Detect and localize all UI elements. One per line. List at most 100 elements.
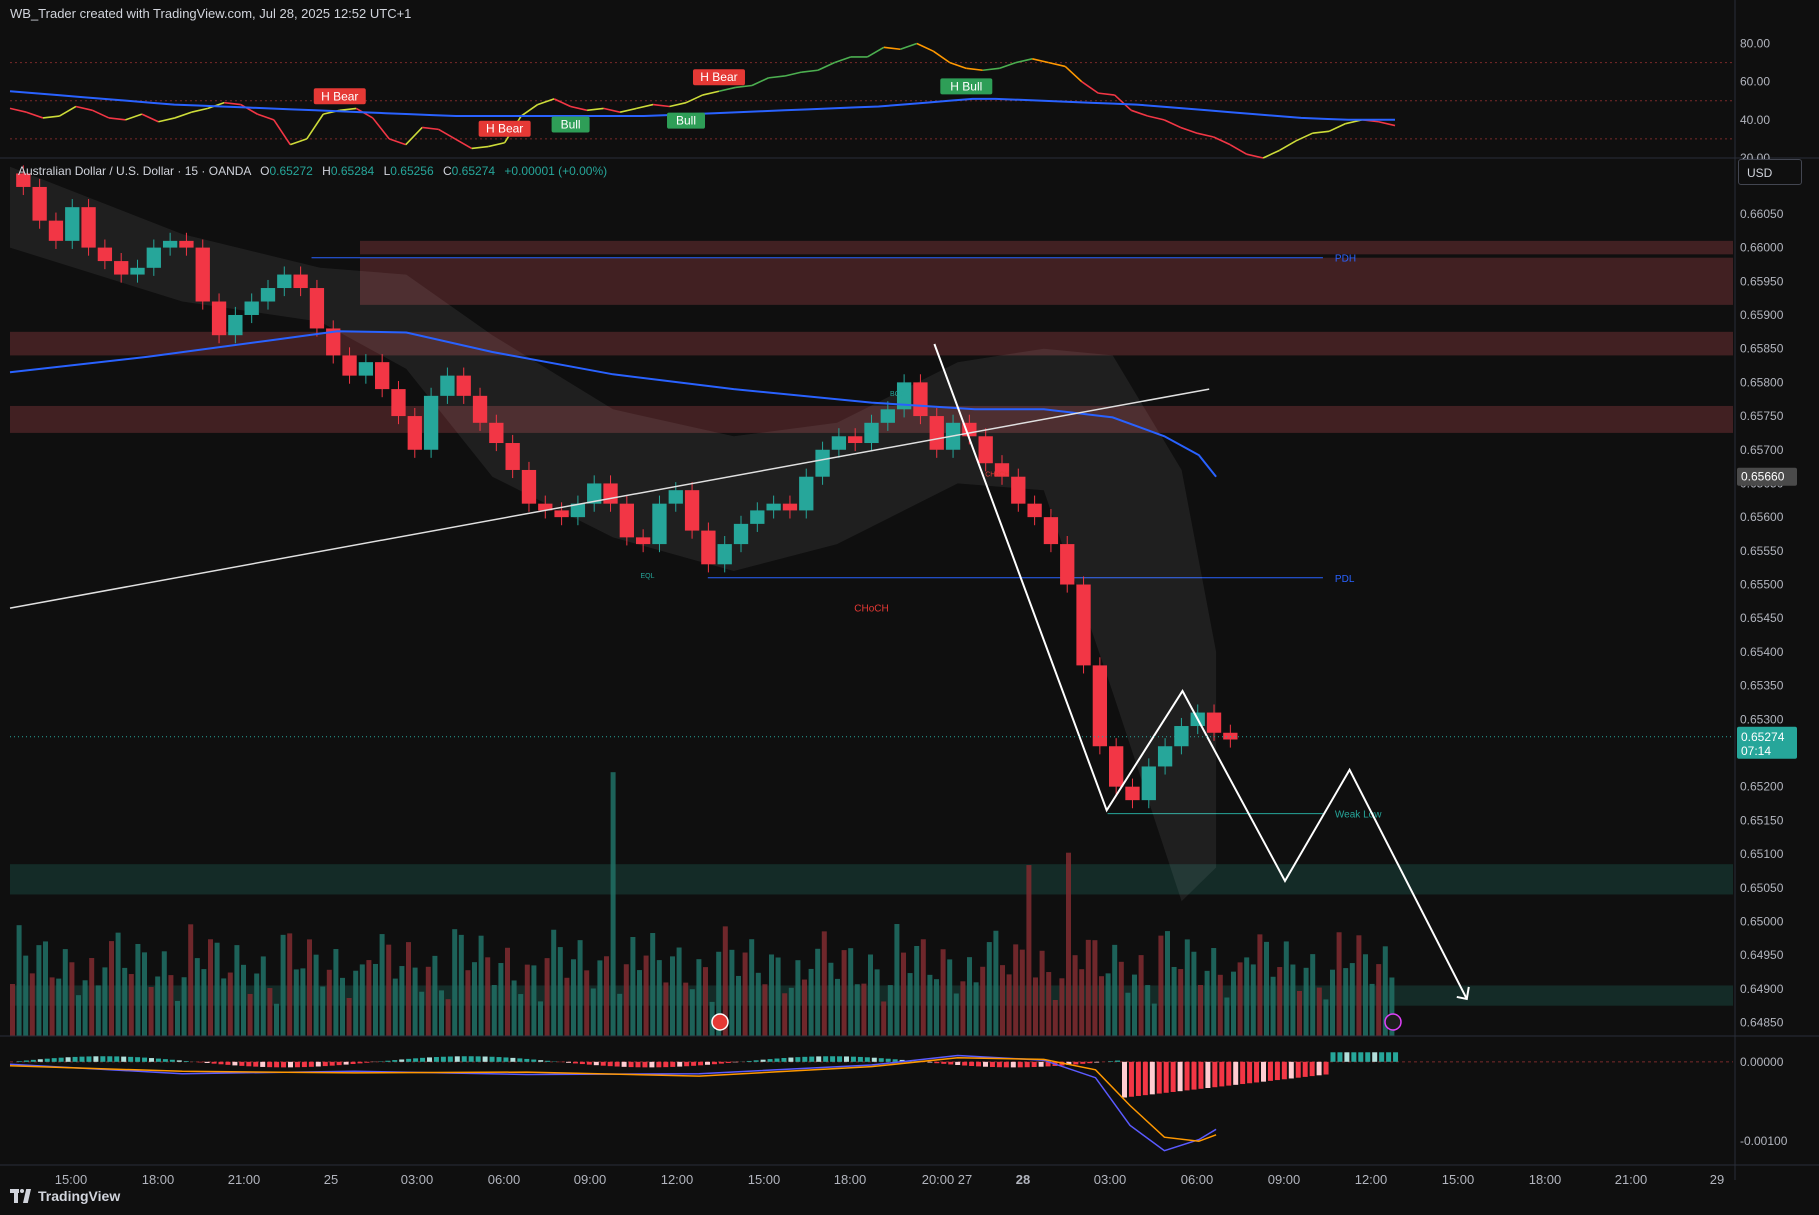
osc-segment: [1196, 132, 1214, 138]
volume-bar: [577, 940, 583, 1036]
volume-bar: [597, 960, 603, 1036]
volume-bar: [69, 962, 75, 1036]
volume-bar: [472, 962, 477, 1036]
osc-segment: [751, 77, 769, 87]
osc-segment: [273, 119, 291, 146]
volume-bar: [901, 952, 906, 1036]
osc-segment: [1114, 94, 1132, 111]
tradingview-logo-icon: [10, 1189, 32, 1203]
volume-bar: [960, 981, 966, 1036]
volume-bar: [56, 978, 62, 1036]
bear-candle: [1076, 584, 1091, 666]
macd-histogram-bar: [802, 1056, 808, 1062]
volume-bar: [1066, 852, 1071, 1036]
bear-candle: [1027, 503, 1042, 518]
bull-candle: [228, 314, 243, 336]
macd-histogram-bar: [684, 1061, 690, 1067]
macd-histogram-bar: [162, 1059, 168, 1062]
macd-histogram-bar: [433, 1057, 439, 1062]
macd-histogram-bar: [718, 1061, 724, 1064]
osc-segment: [405, 126, 423, 146]
label-box: [667, 112, 706, 129]
macd-histogram-bar: [1149, 1061, 1155, 1095]
volume-bar: [788, 987, 794, 1036]
volume-bar: [802, 979, 807, 1036]
macd-histogram-bar: [260, 1061, 266, 1067]
macd-histogram-bar: [962, 1061, 968, 1066]
macd-histogram-bar: [753, 1060, 759, 1062]
volume-bar: [1363, 954, 1368, 1036]
osc-segment: [158, 117, 176, 123]
volume-bar: [392, 978, 398, 1036]
high-value: 0.65284: [330, 164, 375, 178]
macd-histogram-bar: [1386, 1052, 1392, 1062]
label-box: [313, 88, 366, 105]
macd-histogram-bar: [1205, 1061, 1211, 1089]
currency-button[interactable]: USD: [1738, 159, 1802, 185]
macd-histogram-bar: [329, 1061, 335, 1066]
osc-segment: [1378, 120, 1396, 127]
osc-segment: [570, 105, 588, 112]
volume-bar: [736, 975, 741, 1036]
bear-candle: [684, 490, 700, 531]
volume-bar: [749, 939, 755, 1036]
osc-segment: [174, 111, 192, 119]
price-tick-label: 0.65300: [1740, 712, 1784, 726]
time-tick-label: 09:00: [574, 1172, 607, 1187]
tradingview-brand[interactable]: TradingView: [10, 1188, 120, 1204]
macd-histogram-bar: [774, 1058, 780, 1062]
volume-bar: [524, 964, 530, 1036]
countdown-badge-text: 07:14: [1741, 744, 1771, 758]
macd-histogram-bar: [1087, 1061, 1093, 1064]
symbol-name[interactable]: Australian Dollar / U.S. Dollar · 15 · O…: [18, 164, 251, 178]
macd-histogram-bar: [155, 1058, 161, 1062]
high-label: H: [322, 164, 331, 178]
volume-bar: [1019, 949, 1025, 1036]
volume-bar: [89, 958, 95, 1036]
bull-candle: [1141, 766, 1156, 801]
macd-histogram-bar: [281, 1061, 287, 1068]
volume-bar: [10, 984, 15, 1036]
volume-bar: [881, 1001, 887, 1036]
volume-bar: [927, 974, 933, 1036]
osc-segment: [487, 141, 505, 148]
bull-candle: [587, 483, 602, 504]
osc-segment: [652, 103, 670, 108]
macd-histogram-bar: [308, 1061, 314, 1067]
macd-histogram-bar: [1226, 1061, 1232, 1086]
volume-bar: [656, 960, 662, 1036]
label-box: [940, 78, 993, 95]
volume-bar: [617, 993, 623, 1036]
macd-histogram-bar: [1156, 1061, 1162, 1094]
time-tick-label: 06:00: [488, 1172, 521, 1187]
macd-histogram-bar: [983, 1061, 988, 1067]
osc-segment: [1064, 65, 1083, 83]
macd-histogram-bar: [1212, 1061, 1218, 1088]
macd-histogram-bar: [788, 1057, 794, 1062]
volume-bar: [874, 969, 880, 1036]
signal-line: [9, 1057, 1217, 1142]
osc-segment: [586, 107, 604, 112]
volume-bar: [62, 949, 68, 1036]
macd-histogram-bar: [1267, 1061, 1273, 1081]
volume-bar: [1085, 939, 1091, 1036]
macd-histogram-bar: [149, 1058, 154, 1062]
macd-histogram-bar: [823, 1056, 829, 1062]
volume-bar: [458, 934, 464, 1036]
time-tick-label: 15:00: [1442, 1172, 1475, 1187]
volume-bar: [887, 985, 893, 1036]
osc-segment: [372, 117, 390, 140]
volume-bar: [643, 955, 649, 1036]
volume-bar: [1356, 935, 1362, 1036]
macd-histogram-bar: [440, 1056, 446, 1062]
bear-candle: [407, 416, 422, 450]
volume-bar: [359, 964, 365, 1036]
volume-bar: [307, 939, 312, 1036]
volume-bar: [287, 933, 293, 1036]
macd-histogram-bar: [142, 1057, 148, 1062]
volume-bar: [1178, 969, 1184, 1036]
macd-histogram-bar: [614, 1061, 620, 1067]
macd-histogram-bar: [628, 1061, 634, 1068]
volume-bar: [293, 969, 299, 1036]
